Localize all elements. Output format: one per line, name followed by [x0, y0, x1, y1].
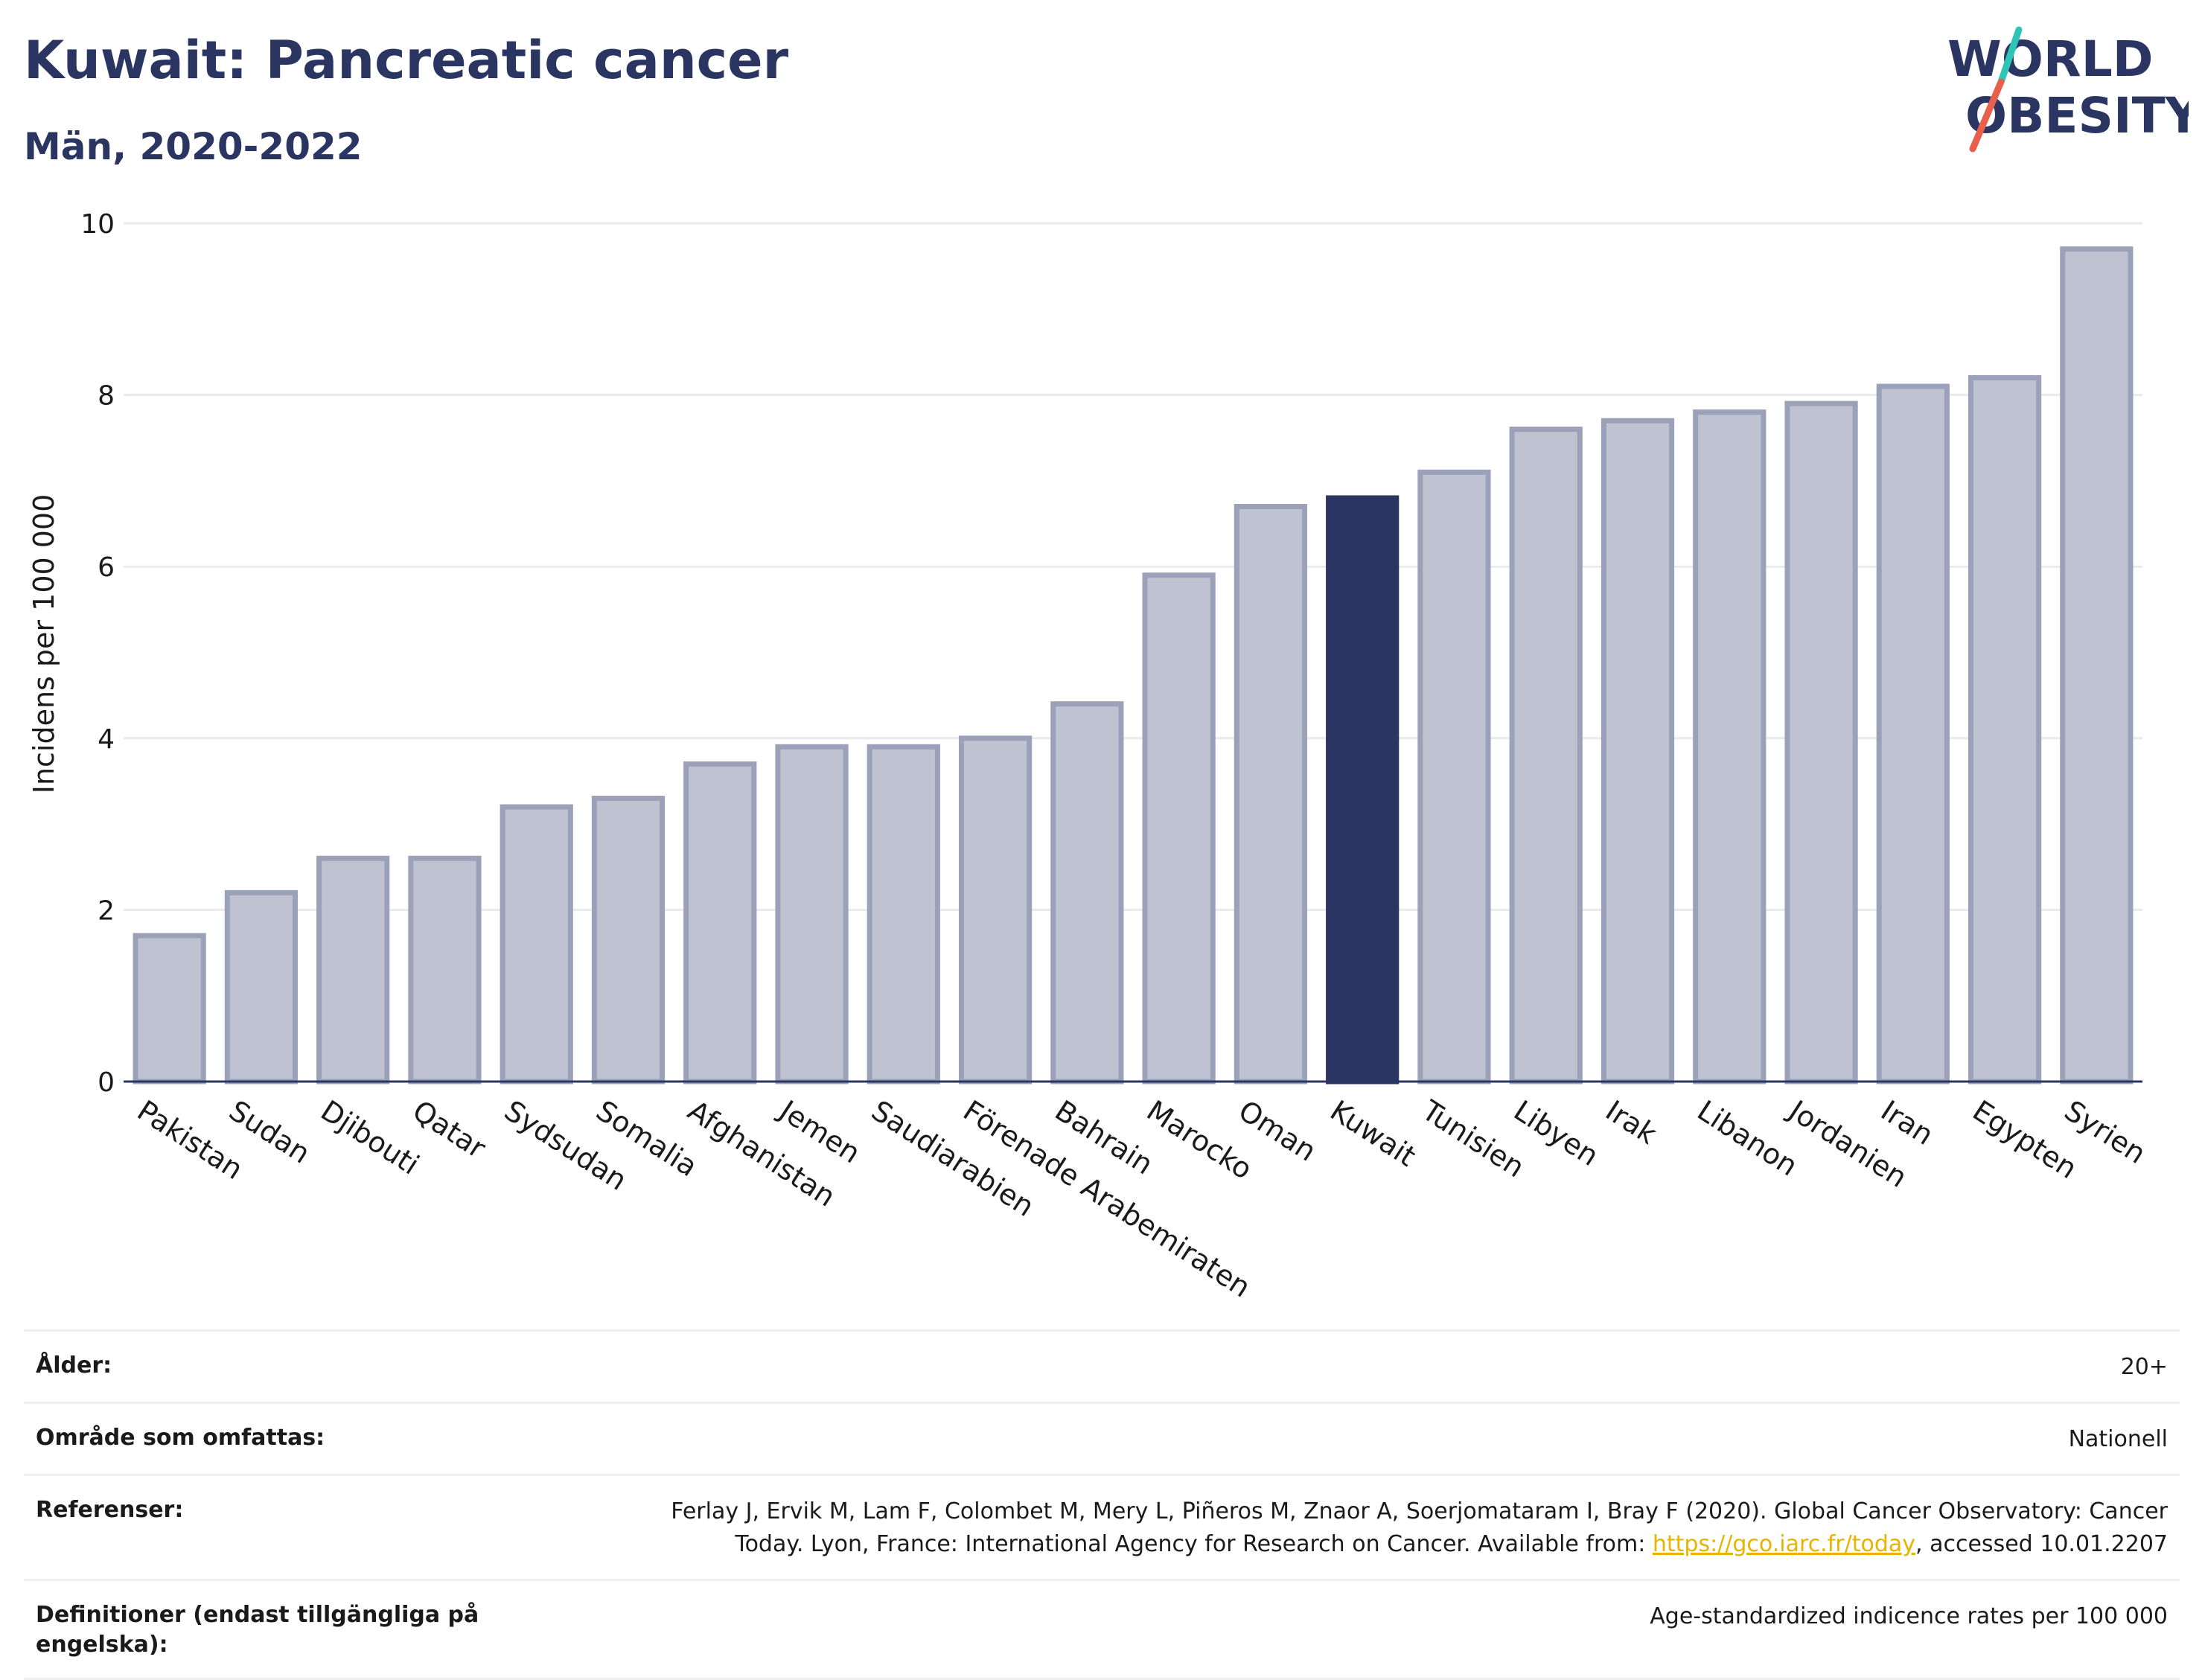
- bar-tunisien: [1417, 469, 1491, 1085]
- y-tick-label: 2: [98, 895, 115, 926]
- x-tick-label: Marocko: [1141, 1094, 1258, 1186]
- references-text-1: Ferlay J, Ervik M, Lam F, Colombet M, Me…: [671, 1498, 2168, 1524]
- references-link[interactable]: https://gco.iarc.fr/today: [1652, 1531, 1916, 1557]
- x-tick-label: Kuwait: [1324, 1094, 1421, 1173]
- definitions-label: Definitioner (endast tillgängliga på eng…: [36, 1602, 479, 1658]
- references-label: Referenser:: [36, 1497, 184, 1523]
- x-tick-label: Saudiarabien: [866, 1094, 1040, 1223]
- bar-somalia: [591, 796, 666, 1085]
- age-row: Ålder: 20+: [24, 1329, 2180, 1402]
- bar-marocko: [1142, 572, 1216, 1085]
- references-row: Referenser: Ferlay J, Ervik M, Lam F, Co…: [24, 1474, 2180, 1579]
- references-value: Ferlay J, Ervik M, Lam F, Colombet M, Me…: [530, 1495, 2168, 1561]
- x-tick-label: Libanon: [1691, 1094, 1803, 1183]
- bar-jordanien: [1784, 400, 1858, 1085]
- y-tick-label: 0: [98, 1067, 115, 1098]
- area-value: Nationell: [2068, 1426, 2168, 1452]
- chart-subtitle: Män, 2020-2022: [24, 125, 363, 168]
- bar-kuwait: [1326, 495, 1400, 1085]
- definitions-value: Age-standardized indicence rates per 100…: [1650, 1603, 2168, 1629]
- bar-oman: [1234, 503, 1308, 1085]
- bar-förenade-arabemiraten: [958, 735, 1033, 1085]
- y-axis-ticks: 0 2 4 6 8 10: [80, 209, 115, 1098]
- definitions-row: Definitioner (endast tillgängliga på eng…: [24, 1579, 2180, 1680]
- area-row: Område som omfattas: Nationell: [24, 1402, 2180, 1474]
- bar-qatar: [408, 855, 482, 1085]
- y-axis-label: Incidens per 100 000: [28, 494, 60, 794]
- x-tick-label: Tunisien: [1416, 1093, 1531, 1184]
- y-tick-label: 6: [98, 552, 115, 583]
- bar-afghanistan: [683, 761, 757, 1085]
- y-tick-label: 10: [80, 209, 115, 240]
- references-text-3: , accessed 10.01.2207: [1915, 1531, 2168, 1557]
- x-tick-label: Iran: [1875, 1094, 1939, 1152]
- bar-sydsudan: [500, 804, 573, 1085]
- bar-libanon: [1693, 409, 1767, 1085]
- bar-irak: [1601, 418, 1675, 1085]
- chart-title: Kuwait: Pancreatic cancer: [24, 30, 789, 91]
- bar-djibouti: [316, 855, 390, 1085]
- y-tick-label: 4: [98, 724, 115, 755]
- age-value: 20+: [2120, 1354, 2168, 1380]
- bar-syrien: [2060, 246, 2134, 1085]
- area-label: Område som omfattas:: [36, 1425, 325, 1451]
- bar-sudan: [224, 889, 299, 1085]
- bar-pakistan: [133, 933, 206, 1085]
- logo-line1: WORLD: [1947, 31, 2154, 88]
- bar-libyen: [1509, 427, 1583, 1085]
- x-tick-label: Djibouti: [315, 1094, 424, 1181]
- bar-egypten: [1968, 375, 2042, 1085]
- age-label: Ålder:: [36, 1352, 112, 1379]
- x-tick-label: Irak: [1600, 1094, 1662, 1151]
- bar-iran: [1876, 383, 1950, 1085]
- bar-saudiarabien: [867, 744, 940, 1085]
- x-tick-label: Egypten: [1967, 1094, 2083, 1185]
- logo-line2: OBESITY: [1965, 87, 2189, 144]
- y-tick-label: 8: [98, 381, 115, 412]
- x-tick-label: Pakistan: [132, 1094, 249, 1186]
- references-text-2: Today. Lyon, France: International Agenc…: [735, 1531, 1653, 1557]
- world-obesity-logo: WORLD OBESITY: [1947, 26, 2189, 153]
- bars: [133, 246, 2134, 1085]
- bar-jemen: [775, 744, 849, 1085]
- bar-bahrain: [1050, 701, 1124, 1085]
- info-table: Ålder: 20+ Område som omfattas: Nationel…: [24, 1329, 2180, 1680]
